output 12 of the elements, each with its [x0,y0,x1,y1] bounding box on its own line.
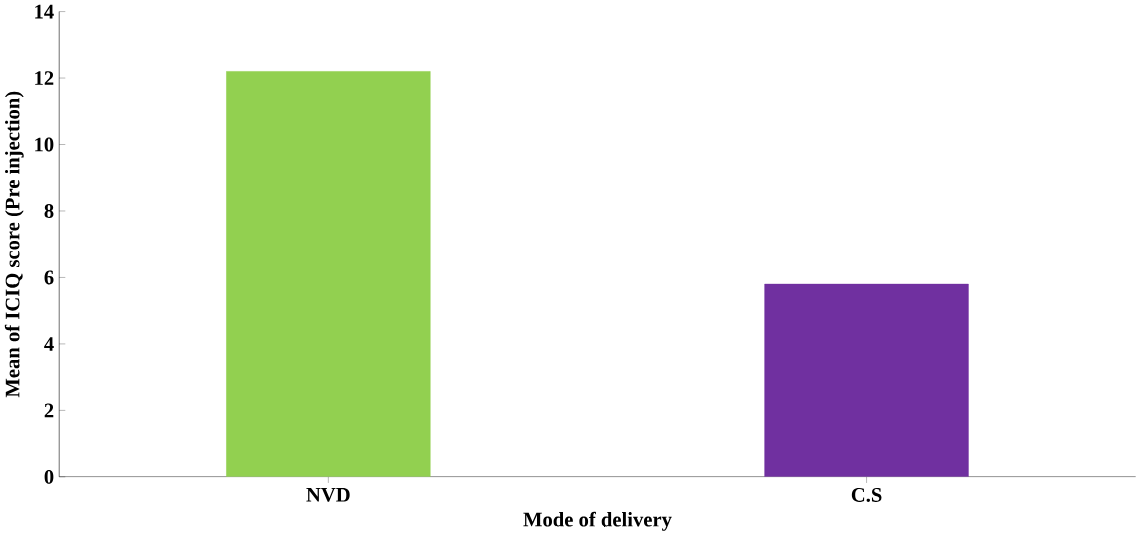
y-tick-label: 0 [44,470,54,485]
y-tick-label: 12 [35,71,54,86]
y-axis-title: Mean of ICIQ score (Pre injection) [4,91,24,398]
y-tick-label: 6 [44,270,54,285]
x-axis-title: Mode of delivery [523,512,672,531]
x-tick-label: NVD [306,488,350,503]
y-tick-label: 14 [35,4,54,19]
y-tick-label: 4 [44,337,54,351]
y-tick-label: 10 [35,137,54,152]
y-tick-label: 2 [44,403,54,418]
y-tick-label: 8 [44,204,54,219]
x-tick-label: C.S [851,488,882,503]
